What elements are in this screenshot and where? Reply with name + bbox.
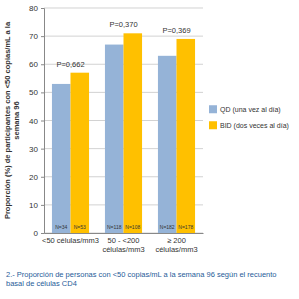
legend-item: QD (una vez al día) xyxy=(209,105,281,114)
y-tick: 70 xyxy=(29,32,44,41)
y-axis-title: Proporción (%) de participantes con <50 … xyxy=(3,21,21,219)
tick-mark xyxy=(41,8,44,9)
axis-line xyxy=(41,9,45,234)
category-label: 50 - <200células/mm3 xyxy=(102,236,144,254)
y-axis: 0 10 20 30 40 50 60 70 80 xyxy=(29,4,44,238)
y-tick: 60 xyxy=(29,60,44,69)
tick-label: 10 xyxy=(29,201,38,210)
tick-label: 80 xyxy=(29,4,38,13)
chart: 0 10 20 30 40 50 60 70 80 N=34 N=118 N=182 N=53 N=108… xyxy=(0,0,299,299)
tick-mark xyxy=(41,205,44,206)
y-tick: 50 xyxy=(29,88,44,97)
tick-label: 50 xyxy=(29,88,38,97)
tick-mark xyxy=(41,92,44,93)
tick-label: 60 xyxy=(29,60,38,69)
y-tick: 40 xyxy=(29,117,44,126)
p-value: P=0,369 xyxy=(162,26,190,35)
category-label: <50 células/mm3 xyxy=(42,236,99,245)
tick-mark xyxy=(41,177,44,178)
sample-label: N=118 xyxy=(107,224,122,230)
tick-label: 30 xyxy=(29,145,38,154)
axis-line xyxy=(45,233,204,234)
sample-label: N=108 xyxy=(125,224,140,230)
caption: 2.- Proporción de personas con <50 copia… xyxy=(6,270,277,288)
x-axis: <50 células/mm350 - <200células/mm3 ≥ 200… xyxy=(42,233,203,254)
sample-label: N=178 xyxy=(178,224,193,230)
grid-line xyxy=(44,8,203,9)
tick-mark xyxy=(41,36,44,37)
y-tick: 10 xyxy=(29,201,44,210)
p-value: P=0,370 xyxy=(109,20,137,29)
grid xyxy=(44,8,203,233)
tick-mark xyxy=(41,233,44,234)
tick-label: 40 xyxy=(29,117,38,126)
sample-label: N=53 xyxy=(74,224,86,230)
tick-mark xyxy=(41,64,44,65)
y-tick: 20 xyxy=(29,173,44,182)
bar xyxy=(52,84,71,233)
bar xyxy=(71,73,90,233)
legend: QD (una vez al día) BID (dos veces al día… xyxy=(209,105,289,130)
bar xyxy=(124,33,143,233)
legend-label: QD (una vez al día) xyxy=(220,106,281,114)
sample-label: N=34 xyxy=(55,224,67,230)
tick-mark xyxy=(41,149,44,150)
tick-label: 20 xyxy=(29,173,38,182)
legend-label: BID (dos veces al día) xyxy=(220,122,289,130)
tick-label: 70 xyxy=(29,32,38,41)
category-label: ≥ 200células/mm3 xyxy=(155,236,197,254)
bar xyxy=(158,56,177,233)
x-tick: 50 - <200células/mm3 xyxy=(102,233,144,254)
x-tick: <50 células/mm3 xyxy=(42,233,99,245)
tick-mark xyxy=(41,121,44,122)
plot: 0 10 20 30 40 50 60 70 80 N=34 N=118 N=182 N=53 N=108… xyxy=(29,4,203,254)
legend-swatch xyxy=(209,105,217,113)
y-tick: 30 xyxy=(29,145,44,154)
bar xyxy=(105,45,124,233)
legend-item: BID (dos veces al día) xyxy=(209,121,289,130)
p-value: P=0,662 xyxy=(56,60,84,69)
sample-label: N=182 xyxy=(160,224,175,230)
annotations: N=34 N=118 N=182 N=53 N=108 N=178 P=0,662 P=0,3… xyxy=(55,20,193,230)
bar xyxy=(177,39,196,233)
y-tick: 80 xyxy=(29,4,44,13)
bars xyxy=(52,33,195,233)
tick-label: 0 xyxy=(34,229,39,238)
x-tick: ≥ 200células/mm3 xyxy=(155,233,197,254)
legend-swatch xyxy=(209,121,217,129)
